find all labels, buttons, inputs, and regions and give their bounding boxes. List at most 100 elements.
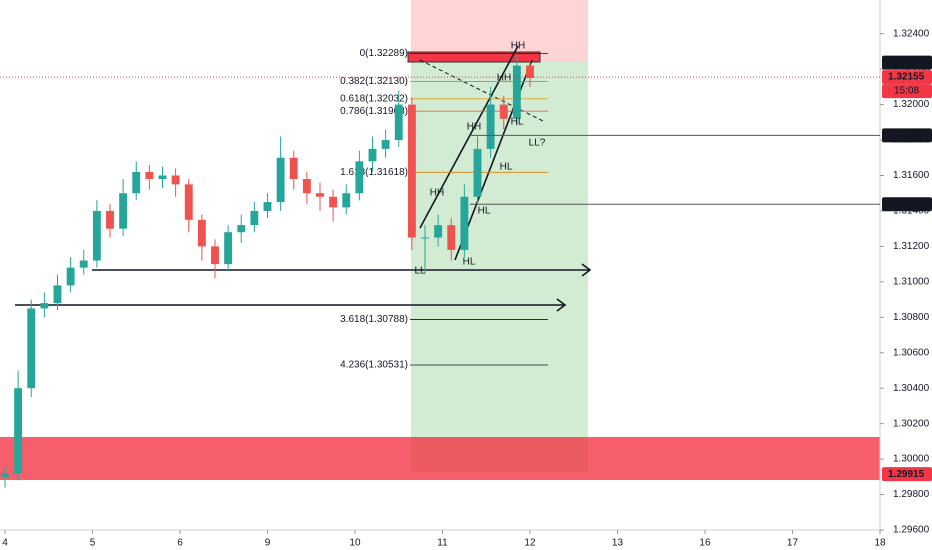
x-tick-label: 18 [874,538,886,549]
wave-annotation: HL [463,257,476,268]
wave-annotation: HL [478,206,491,217]
fib-label: 1.618(1.31618) [340,167,408,178]
x-tick-label: 10 [349,538,361,549]
price-label: 1.31438 [888,199,925,210]
candle-body [276,157,285,203]
x-tick-label: 16 [699,538,711,549]
target-zone [411,62,588,472]
fib-label: 0.618(1.32032) [340,94,408,105]
candle-body [289,157,298,180]
candle-body [342,193,351,208]
candle-body [79,260,88,268]
x-tick-label: 11 [437,538,448,549]
dashed-line [419,59,546,123]
x-tick-label: 5 [90,538,96,549]
candle-body [14,388,23,474]
candle-body [407,104,416,238]
candle-body [66,267,75,286]
y-tick-label: 1.32400 [893,28,930,39]
y-tick-label: 1.30600 [893,347,930,358]
x-tick-label: 6 [177,538,183,549]
y-tick-label: 1.31200 [893,241,930,252]
y-tick-label: 1.32000 [893,99,930,110]
candle-body [53,285,62,304]
x-tick-label: 13 [612,538,624,549]
candle-body [158,175,167,180]
candle-body [171,175,180,185]
wave-annotation: HH [467,122,481,133]
wave-annotation: HL [500,162,513,173]
candle-body [368,148,377,162]
candle-body [145,171,154,180]
candle-body [92,210,101,261]
price-label-box [882,55,932,70]
candle-body [237,225,246,233]
y-tick-label: 1.29600 [893,525,930,536]
countdown-label: 15:08 [894,86,919,97]
candle-body [329,196,338,208]
candle-body [316,193,324,197]
candle-body [512,65,521,119]
fib-label: 0.786(1.31963) [340,106,408,117]
price-label-box [882,197,932,212]
price-label-box [882,70,932,85]
y-tick-label: 1.29800 [893,489,930,500]
arrow-head [556,298,567,312]
x-tick-label: 9 [265,538,271,549]
candle-body [460,196,469,250]
price-label: 1.32237 [888,57,925,68]
candle-body [40,303,49,309]
candle-body [447,225,456,250]
x-tick-label: 4 [2,538,8,549]
candle-body [381,140,390,149]
candle-body [250,210,259,226]
candle-body [27,308,36,389]
y-tick-label: 1.31000 [893,276,930,287]
price-label: 1.31826 [888,130,925,141]
price-label-box [882,467,932,482]
candle-body [434,225,443,238]
y-tick-label: 1.30400 [893,383,930,394]
candle-body [211,246,219,265]
wave-annotation: HH [511,41,525,52]
candle-body [1,473,9,477]
wave-annotation: HL [511,117,524,128]
wave-annotation: HH [430,188,444,199]
price-label-box [882,128,932,143]
price-label: 1.32155 [888,72,925,83]
candle-body [526,65,534,78]
wedge-line [419,45,519,229]
price-label: 1.29915 [888,469,925,480]
y-tick-label: 1.31600 [893,170,930,181]
candle-body [355,161,364,194]
candle-body [421,237,429,239]
candle-body [224,232,233,265]
candle-body [302,179,311,194]
demand-zone [0,437,880,480]
y-tick-label: 1.30800 [893,312,930,323]
fib-label: 0(1.32289) [360,48,408,59]
arrow-head [581,263,592,277]
x-tick-label: 17 [787,538,799,549]
y-tick-label: 1.30000 [893,454,930,465]
supply-box [407,51,541,63]
y-tick-label: 1.30200 [893,418,930,429]
x-tick-label: 12 [524,538,536,549]
candle-body [106,210,114,229]
fib-label: 4.236(1.30531) [340,360,408,371]
candle-body [473,148,482,197]
candle-body [499,104,508,119]
fib-label: 3.618(1.30788) [340,314,408,325]
candle-body [184,184,193,220]
wave-annotation: HH [497,73,511,84]
wave-annotation: LL [414,266,426,277]
candle-body [132,171,141,194]
fib-label: 0.382(1.32130) [340,76,408,87]
candle-body [263,202,272,211]
candle-body [197,219,206,247]
time-label-box [882,84,932,99]
wave-annotation: LL? [529,138,546,149]
candle-body [394,104,403,141]
candle-body [119,193,128,229]
